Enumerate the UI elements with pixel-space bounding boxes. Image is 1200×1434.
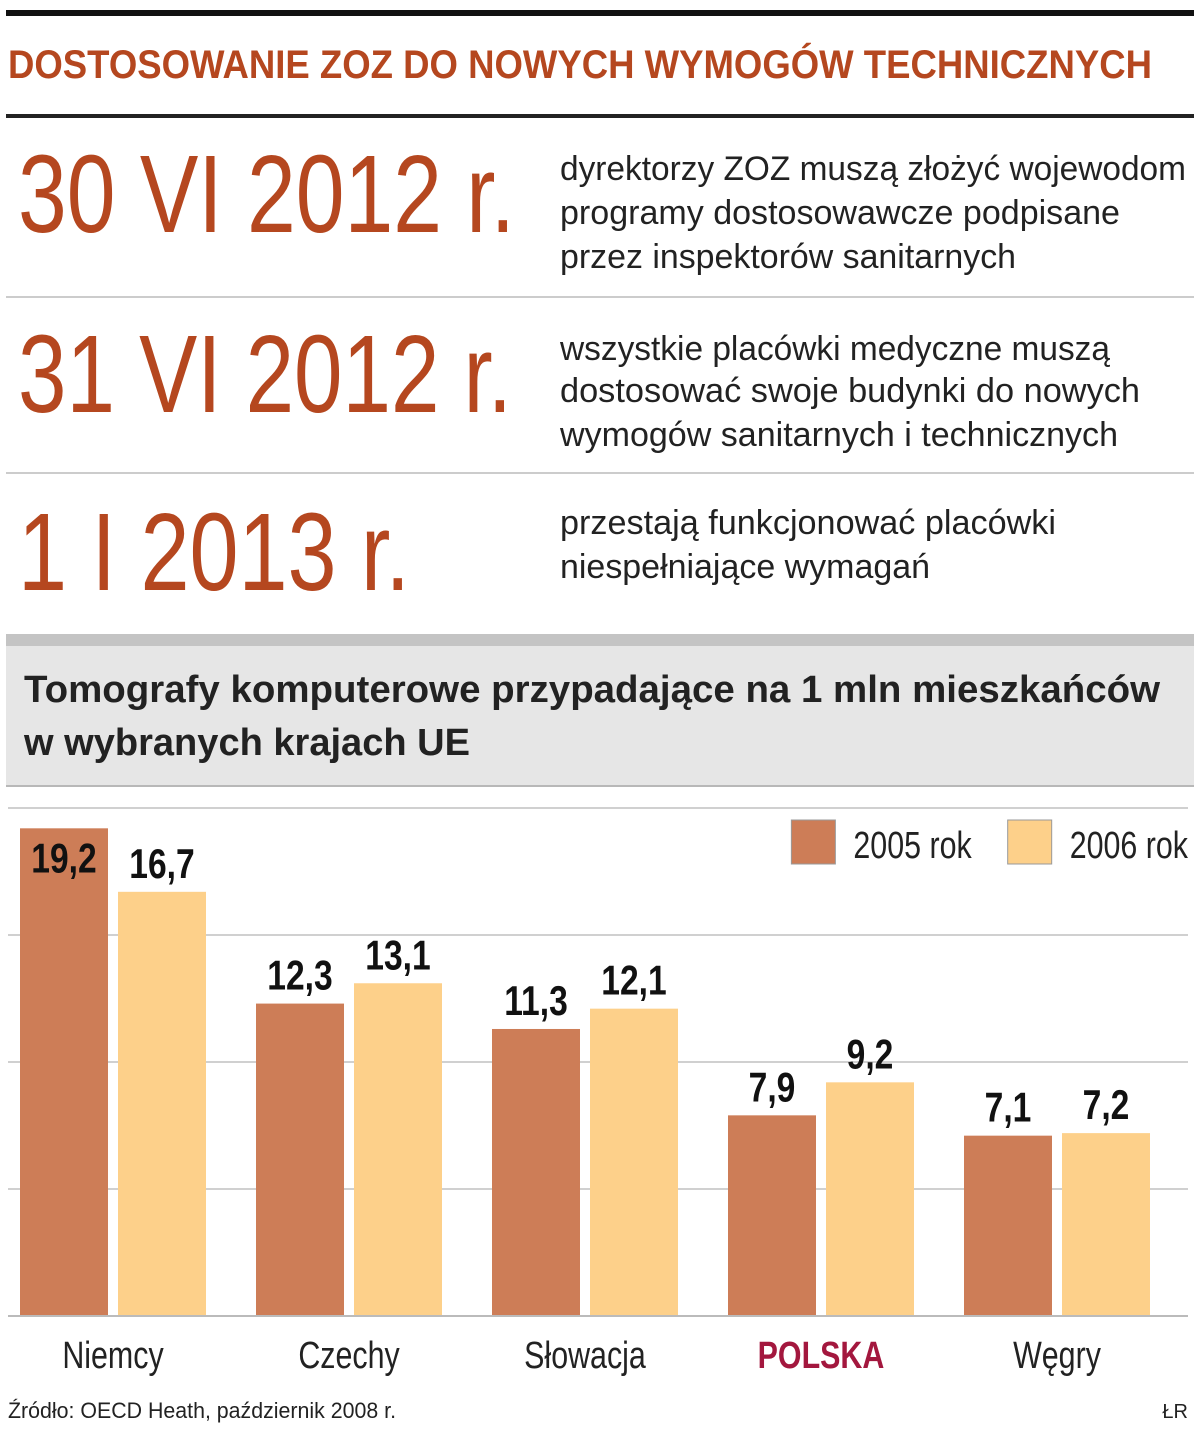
value-label: 13,1 — [365, 931, 430, 978]
value-label: 7,9 — [749, 1063, 796, 1110]
timeline-text: wszystkie placówki medyczne muszą — [559, 330, 1110, 368]
value-label: 19,2 — [31, 834, 96, 881]
timeline-date: 30 VI 2012 r. — [18, 133, 515, 256]
timeline-text: niespełniające wymagań — [560, 548, 930, 586]
timeline-text: przez inspektorów sanitarnych — [560, 238, 1016, 276]
chart-title: w wybranych krajach UE — [23, 722, 470, 764]
value-label: 11,3 — [504, 977, 568, 1024]
chart-title: Tomografy komputerowe przypadające na 1 … — [24, 669, 1160, 711]
bar — [1062, 1133, 1150, 1316]
source: Źródło: OECD Heath, październik 2008 r. — [8, 1398, 396, 1423]
chart-title-band — [6, 634, 1194, 786]
rule — [6, 114, 1194, 118]
bar — [20, 828, 108, 1316]
legend-swatch — [1007, 819, 1053, 865]
value-label: 16,7 — [129, 840, 194, 887]
credit: ŁR — [1162, 1401, 1188, 1423]
x-tick-label: Niemcy — [62, 1335, 163, 1377]
bar — [590, 1008, 678, 1316]
legend-label: 2006 rok — [1070, 825, 1189, 867]
legend-label: 2005 rok — [853, 825, 972, 867]
value-label: 7,1 — [985, 1084, 1032, 1131]
top-rule — [6, 10, 1194, 16]
bar — [354, 983, 442, 1316]
bar — [256, 1003, 344, 1316]
value-label: 12,3 — [267, 952, 332, 999]
x-tick-label: Słowacja — [524, 1335, 646, 1377]
timeline-date: 31 VI 2012 r. — [18, 313, 512, 436]
timeline-date: 1 I 2013 r. — [18, 491, 410, 614]
timeline-text: dyrektorzy ZOZ muszą złożyć wojewodom — [560, 150, 1186, 188]
timeline-text: programy dostosowawcze podpisane — [560, 194, 1120, 232]
bar — [964, 1135, 1052, 1316]
timeline-text: wymogów sanitarnych i technicznych — [559, 416, 1118, 454]
x-tick-label: POLSKA — [758, 1335, 885, 1377]
value-label: 9,2 — [847, 1030, 894, 1077]
timeline-text: przestają funkcjonować placówki — [560, 504, 1056, 542]
header-title: DOSTOSOWANIE ZOZ DO NOWYCH WYMOGÓW TECHN… — [8, 41, 1152, 87]
value-label: 12,1 — [601, 957, 666, 1004]
x-tick-label: Czechy — [298, 1335, 399, 1377]
x-tick-label: Węgry — [1013, 1335, 1101, 1377]
bar — [728, 1115, 816, 1316]
band-rule — [6, 634, 1194, 646]
bar — [826, 1082, 914, 1316]
value-label: 7,2 — [1083, 1081, 1130, 1128]
bar — [492, 1028, 580, 1316]
legend-swatch — [790, 819, 836, 865]
timeline-text: dostosować swoje budynki do nowych — [560, 372, 1140, 410]
bar — [118, 891, 206, 1316]
